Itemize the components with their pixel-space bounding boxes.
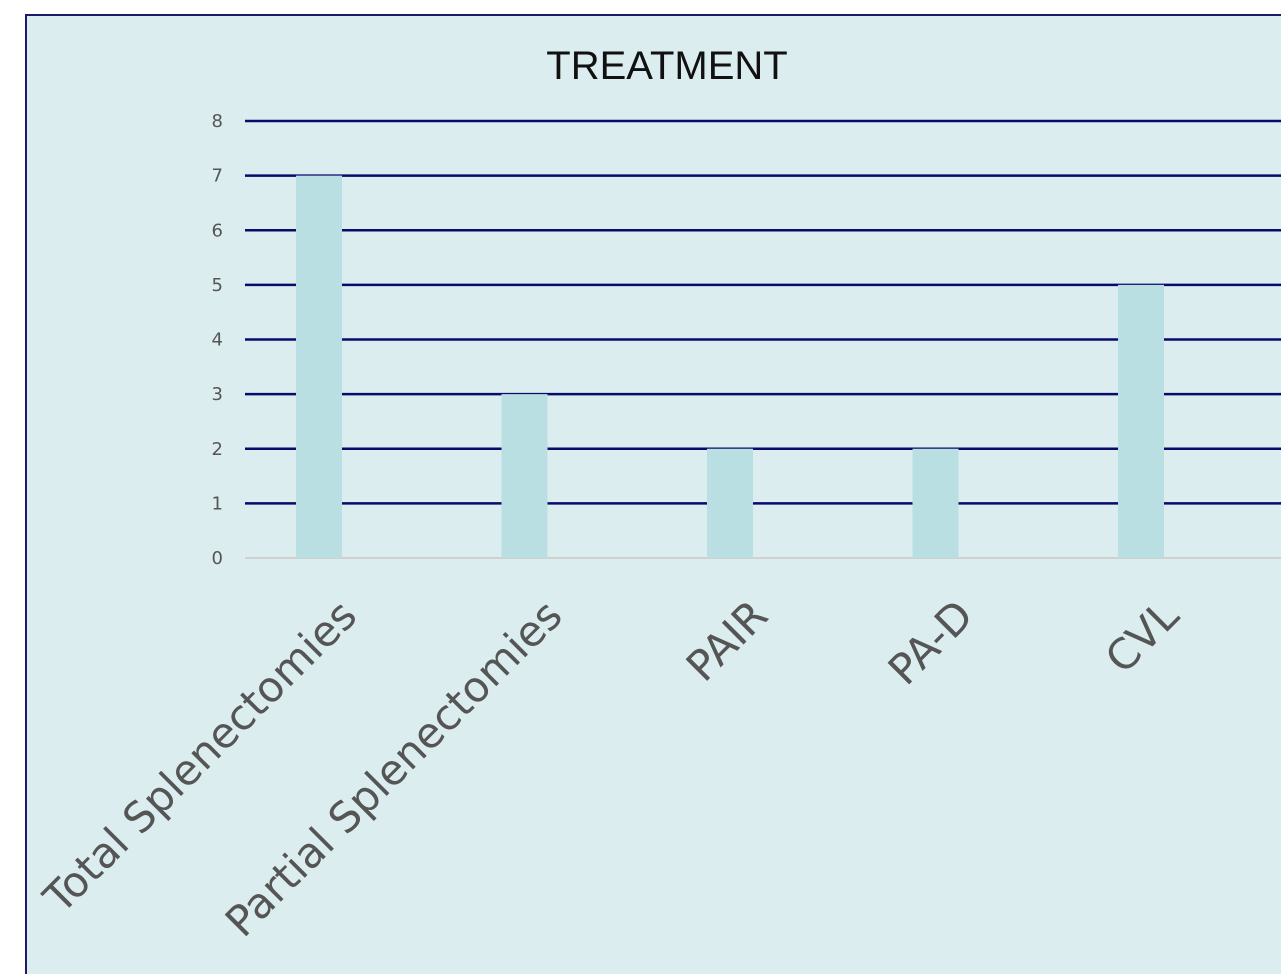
bars — [296, 175, 1164, 558]
bar-2 — [501, 394, 548, 558]
x-tick-label: CVL — [1096, 590, 1189, 683]
y-tick-label: 3 — [212, 384, 223, 405]
x-tick-label: PAIR — [677, 590, 777, 690]
y-tick-label: 4 — [212, 330, 223, 351]
gridlines — [245, 119, 1281, 559]
y-tick-label: 0 — [212, 548, 223, 569]
y-tick-label: 6 — [212, 220, 223, 241]
y-axis: 0 1 2 3 4 5 6 7 8 — [212, 111, 223, 569]
chart-svg: TREATMENT 0 1 2 3 4 5 6 7 8 Total SplenectomiesP… — [34, 44, 1281, 946]
y-tick-label: 2 — [212, 439, 223, 460]
y-tick-label: 7 — [212, 166, 223, 187]
bar-4 — [912, 448, 959, 558]
y-tick-label: 8 — [212, 111, 223, 132]
x-tick-label: Partial Splenectomies — [216, 590, 572, 946]
x-tick-label: PA-D — [879, 590, 983, 694]
bar-1 — [296, 175, 342, 558]
chart-frame: TREATMENT 0 1 2 3 4 5 6 7 8 Total Splenectomies P… — [25, 14, 1281, 974]
y-tick-label: 5 — [212, 275, 223, 296]
bar-3 — [707, 448, 753, 558]
bar-5 — [1118, 284, 1164, 558]
chart-title: TREATMENT — [546, 44, 787, 88]
y-tick-label: 1 — [212, 493, 223, 514]
